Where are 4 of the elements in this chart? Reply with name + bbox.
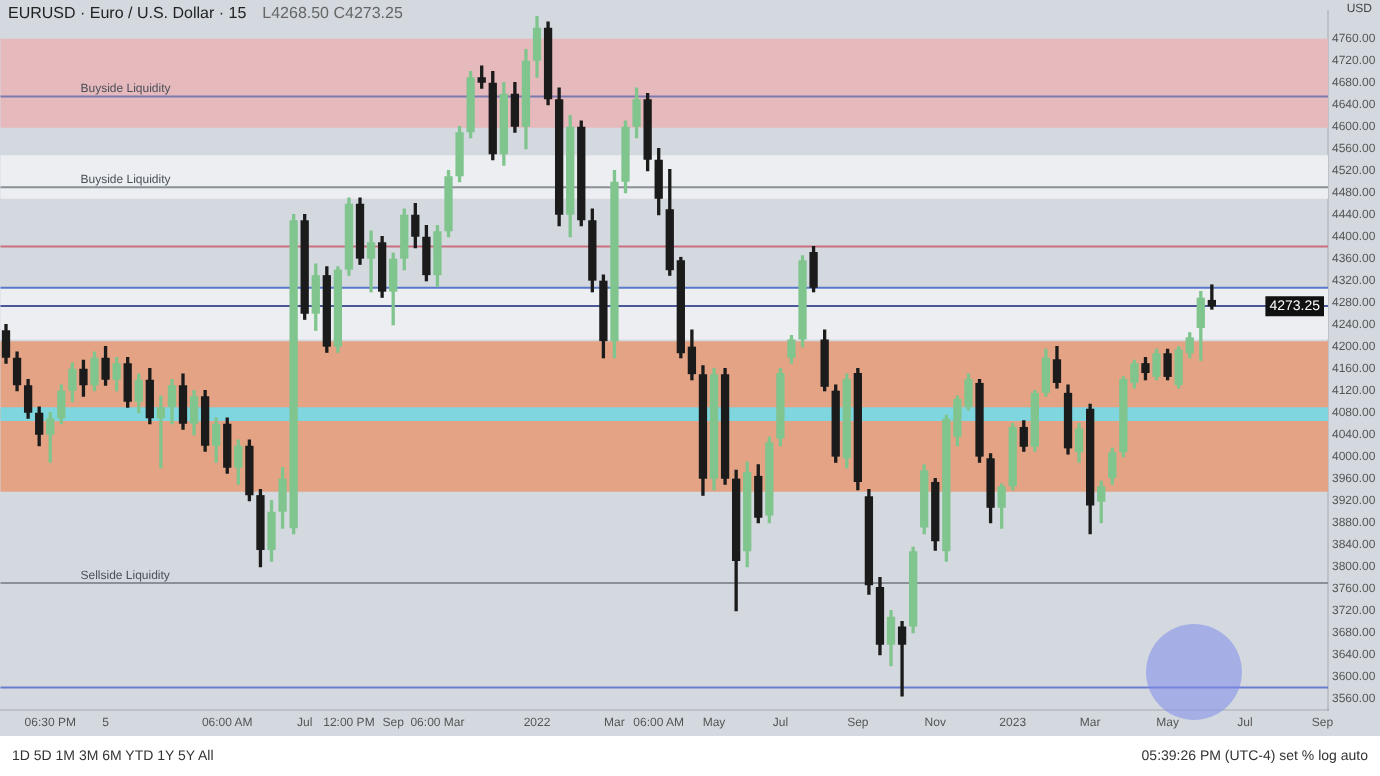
candlestick (897, 620, 907, 697)
chart-title: EURUSD · Euro / U.S. Dollar · 15 (8, 4, 247, 22)
candlestick (156, 395, 166, 469)
chart-subtitle: L4268.50 C4273.25 (262, 4, 403, 22)
